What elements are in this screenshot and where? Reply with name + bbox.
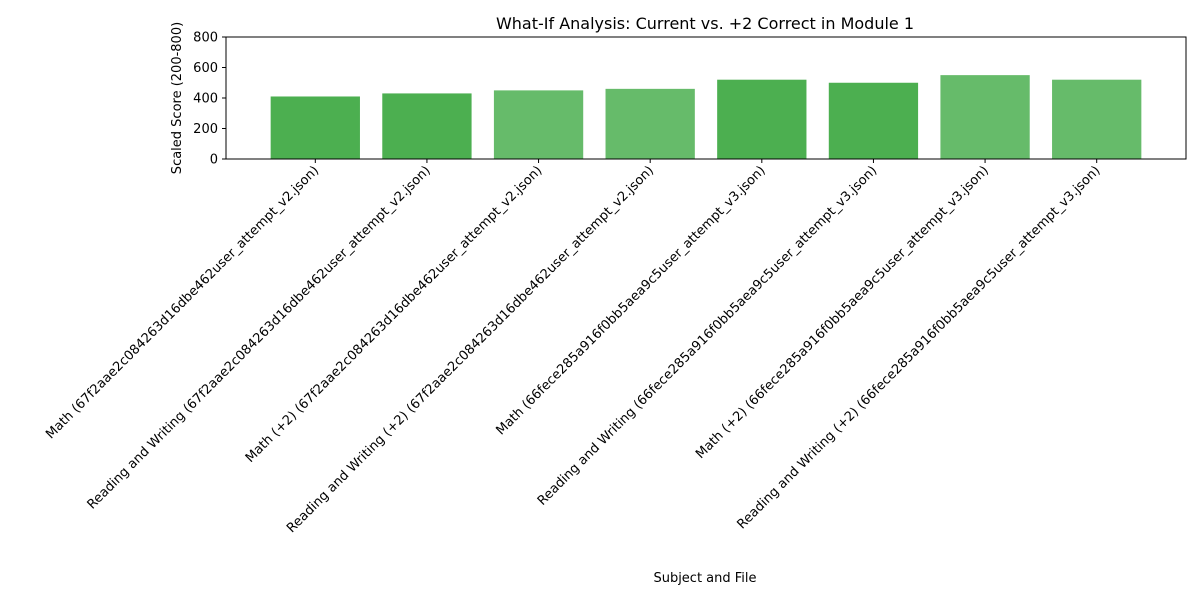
chart-title: What-If Analysis: Current vs. +2 Correct… [496, 14, 914, 33]
y-tick-label: 0 [210, 153, 218, 168]
plot-frame [225, 36, 1187, 160]
bar-1 [270, 96, 360, 159]
y-axis: 0 200 400 600 800 [193, 31, 226, 168]
y-axis-label: Scaled Score (200-800) [170, 22, 185, 174]
bar-4 [605, 88, 695, 159]
bar-5 [717, 79, 807, 159]
bar-8 [1052, 79, 1142, 159]
x-tick-label: Reading and Writing (+2) (67f2aae2c08426… [284, 163, 657, 536]
bar-7 [940, 75, 1030, 160]
x-axis: Math (67f2aae2c084263d16dbe462user_attem… [43, 159, 1104, 536]
y-tick-label: 400 [193, 92, 218, 107]
x-axis-label: Subject and File [653, 571, 756, 586]
bar-2 [382, 93, 472, 159]
bar-6 [828, 82, 919, 159]
y-tick-label: 600 [193, 61, 218, 76]
y-tick-label: 800 [193, 31, 218, 46]
x-tick-label: Reading and Writing (+2) (66fece285a916f… [734, 163, 1103, 532]
y-tick-label: 200 [193, 122, 218, 137]
bars-layer [270, 75, 1142, 160]
bar-3 [493, 90, 584, 160]
x-tick-label: Math (66fece285a916f0bb5aea9c5user_attem… [494, 163, 769, 438]
x-tick-label: Math (67f2aae2c084263d16dbe462user_attem… [43, 163, 322, 442]
